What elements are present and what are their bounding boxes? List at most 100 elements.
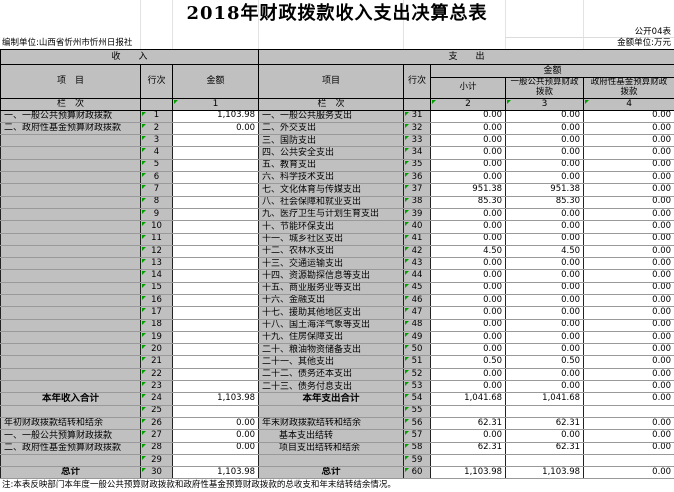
expense-govfund-cell: 0.00 [583, 158, 674, 173]
expense-item-cell: 基本支出结转 [258, 429, 405, 443]
expense-item-cell: 十四、资源勘探信息等支出 [258, 269, 405, 283]
expense-item-cell: 二十一、其他支出 [258, 355, 405, 369]
col-index-3: 3 [505, 97, 585, 111]
meta-row: 编制单位:山西省忻州市忻州日报社 金额单位:万元 [0, 37, 674, 49]
income-item-cell [0, 207, 141, 222]
table-body: 一、一般公共预算财政拨款 1 1,103.98 一、一般公共服务支出 31 0.00 0.0… [0, 109, 674, 480]
table-row: 22 二十二、债务还本支出 52 0.00 0.00 0.00 [0, 367, 674, 382]
expense-general-cell: 0.50 [505, 355, 585, 369]
expense-subtotal-cell: 0.00 [430, 269, 507, 283]
income-item-cell: 二、政府性基金预算财政拨款 [0, 441, 141, 455]
expense-govfund-cell: 0.00 [583, 330, 674, 345]
expense-general-cell: 0.00 [505, 146, 585, 160]
table-row: 3 三、国防支出 33 0.00 0.00 0.00 [0, 134, 674, 148]
income-item-cell [0, 158, 141, 173]
table-row: 14 十四、资源勘探信息等支出 44 0.00 0.00 0.00 [0, 269, 674, 283]
expense-general-cell: 0.00 [505, 232, 585, 246]
expense-govfund-cell: 0.00 [583, 466, 674, 480]
income-item-cell: 本年收入合计 [0, 392, 141, 406]
subtotal-header: 小计 [430, 77, 507, 99]
income-line-cell: 7 [140, 183, 173, 197]
income-item-cell [0, 171, 141, 185]
table-row: 5 五、教育支出 35 0.00 0.00 0.00 [0, 158, 674, 173]
expense-govfund-cell: 0.00 [583, 195, 674, 209]
income-line-cell: 16 [140, 293, 173, 308]
expense-line-header: 行次 [403, 64, 432, 99]
table-row: 18 十八、国土海洋气象等支出 48 0.00 0.00 0.00 [0, 318, 674, 332]
expense-govfund-cell: 0.00 [583, 134, 674, 148]
income-amount-cell [171, 343, 260, 357]
expense-line-cell: 35 [403, 158, 432, 173]
income-item-cell [0, 257, 141, 271]
expense-line-cell: 43 [403, 257, 432, 271]
table-row: 16 十六、金融支出 46 0.00 0.00 0.00 [0, 293, 674, 308]
expense-govfund-cell: 0.00 [583, 244, 674, 259]
expense-govfund-cell: 0.00 [583, 343, 674, 357]
income-line-cell: 2 [140, 121, 173, 136]
expense-govfund-cell: 0.00 [583, 121, 674, 136]
table-row: 29 59 [0, 453, 674, 468]
expense-line-cell: 49 [403, 330, 432, 345]
table-row: 总计 30 1,103.98 总计 60 1,103.98 1,103.98 0.00 [0, 466, 674, 480]
table-row: 7 七、文化体育与传媒支出 37 951.38 951.38 0.00 [0, 183, 674, 197]
income-band-header: 收 入 [0, 49, 260, 65]
expense-govfund-cell: 0.00 [583, 232, 674, 246]
income-line-cell: 23 [140, 380, 173, 394]
expense-govfund-cell: 0.00 [583, 429, 674, 443]
income-amount-cell [171, 404, 260, 418]
table-row: 12 十二、农林水支出 42 4.50 4.50 0.00 [0, 244, 674, 259]
income-item-cell [0, 380, 141, 394]
expense-general-cell: 1,041.68 [505, 392, 585, 406]
income-line-cell: 5 [140, 158, 173, 173]
income-amount-cell: 0.00 [171, 121, 260, 136]
income-item-cell [0, 404, 141, 418]
expense-subtotal-cell: 4.50 [430, 244, 507, 259]
income-line-cell: 1 [140, 109, 173, 123]
grid-line [505, 37, 674, 38]
income-amount-cell [171, 355, 260, 369]
income-amount-cell [171, 244, 260, 259]
income-line-cell: 17 [140, 306, 173, 320]
expense-govfund-cell: 0.00 [583, 171, 674, 185]
sheet-number-label: 公开04表 [634, 27, 671, 37]
expense-item-cell: 十八、国土海洋气象等支出 [258, 318, 405, 332]
expense-subtotal-cell: 0.00 [430, 429, 507, 443]
expense-general-cell: 0.00 [505, 343, 585, 357]
expense-item-cell: 十七、援助其他地区支出 [258, 306, 405, 320]
expense-item-cell: 四、公共安全支出 [258, 146, 405, 160]
footnote: 注:本表反映部门本年度一般公共预算财政拨款和政府性基金预算财政拨款的总收支和年末… [2, 480, 396, 490]
expense-govfund-cell: 0.00 [583, 318, 674, 332]
expense-subtotal-cell: 0.00 [430, 343, 507, 357]
income-amount-cell: 1,103.98 [171, 392, 260, 406]
table-row: 19 十九、住房保障支出 49 0.00 0.00 0.00 [0, 330, 674, 345]
expense-general-cell: 0.00 [505, 306, 585, 320]
expense-item-cell: 十六、金融支出 [258, 293, 405, 308]
income-line-cell: 20 [140, 343, 173, 357]
table-row: 4 四、公共安全支出 34 0.00 0.00 0.00 [0, 146, 674, 160]
expense-item-cell [258, 404, 405, 418]
expense-line-cell: 33 [403, 134, 432, 148]
income-line-cell: 29 [140, 453, 173, 468]
expense-subtotal-cell: 0.00 [430, 220, 507, 234]
income-item-cell [0, 232, 141, 246]
expense-govfund-cell [583, 404, 674, 418]
income-line-cell: 11 [140, 232, 173, 246]
expense-item-cell: 项目支出结转和结余 [258, 441, 405, 455]
grid-line [505, 0, 506, 49]
income-line-cell: 14 [140, 269, 173, 283]
table-row: 9 九、医疗卫生与计划生育支出 39 0.00 0.00 0.00 [0, 207, 674, 222]
income-item-cell: 年初财政拨款结转和结余 [0, 416, 141, 431]
expense-subtotal-cell: 0.00 [430, 367, 507, 382]
expense-subtotal-cell: 1,041.68 [430, 392, 507, 406]
expense-item-cell: 七、文化体育与传媒支出 [258, 183, 405, 197]
income-line-cell: 4 [140, 146, 173, 160]
expense-subtotal-cell: 0.00 [430, 134, 507, 148]
income-amount-cell: 1,103.98 [171, 466, 260, 480]
income-line-cell: 24 [140, 392, 173, 406]
income-item-cell [0, 269, 141, 283]
income-line-cell: 8 [140, 195, 173, 209]
income-item-cell [0, 306, 141, 320]
expense-govfund-cell: 0.00 [583, 257, 674, 271]
expense-line-cell: 37 [403, 183, 432, 197]
